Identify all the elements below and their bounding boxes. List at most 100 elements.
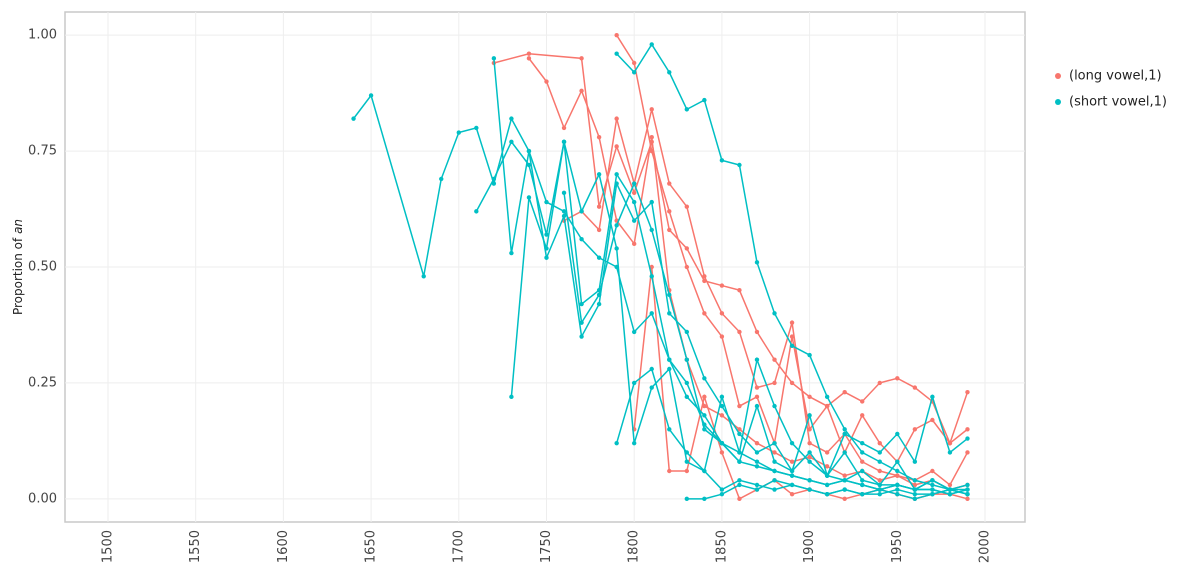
point: [824, 473, 830, 478]
point: [684, 496, 690, 502]
point: [649, 274, 654, 279]
point: [474, 209, 479, 214]
point: [702, 468, 707, 474]
point: [737, 431, 742, 437]
point: [509, 116, 514, 121]
point: [754, 440, 760, 446]
y-axis-label: Proportion of an: [11, 219, 25, 315]
point: [895, 459, 900, 464]
point: [930, 478, 935, 483]
point: [702, 496, 707, 502]
point: [631, 70, 637, 75]
point: [789, 343, 795, 349]
point: [754, 464, 760, 469]
point: [684, 204, 690, 209]
point: [930, 417, 935, 423]
x-tick-label: 1950: [890, 530, 905, 563]
point: [789, 380, 795, 386]
y-axis-label-emphasis: an: [11, 219, 25, 234]
trace-line: [493, 58, 968, 495]
point: [877, 450, 882, 455]
point: [772, 487, 777, 492]
point: [754, 482, 760, 488]
point: [596, 227, 602, 233]
point: [877, 440, 882, 446]
point: [509, 250, 514, 256]
point: [702, 97, 707, 103]
point: [719, 158, 725, 163]
point: [842, 487, 847, 492]
point: [965, 482, 970, 488]
point: [561, 139, 567, 145]
point: [631, 199, 637, 205]
point: [614, 246, 619, 251]
point: [579, 209, 584, 214]
x-tick-label: 1700: [451, 530, 466, 563]
point: [544, 246, 549, 251]
point: [561, 209, 567, 214]
point: [895, 468, 900, 474]
trace-line: [616, 34, 968, 463]
point: [649, 366, 654, 372]
point: [947, 440, 953, 446]
point: [965, 450, 970, 455]
point: [772, 357, 777, 362]
x-tick-label: 1750: [539, 530, 554, 563]
point: [596, 255, 602, 260]
point: [860, 413, 865, 418]
point: [877, 380, 882, 386]
point: [789, 482, 795, 488]
point: [807, 459, 812, 464]
point: [860, 450, 865, 455]
point: [877, 459, 882, 464]
point: [895, 473, 900, 478]
point: [807, 454, 812, 460]
point: [649, 134, 654, 140]
point: [772, 403, 777, 409]
point: [895, 376, 900, 381]
point: [930, 482, 935, 488]
point: [807, 352, 812, 358]
point: [667, 227, 672, 233]
point: [684, 459, 690, 464]
point: [842, 473, 847, 478]
point: [754, 260, 760, 265]
point: [860, 482, 865, 488]
point: [737, 329, 742, 335]
point: [719, 283, 725, 288]
point: [667, 357, 672, 362]
point: [702, 311, 707, 316]
x-tick-label: 1500: [100, 530, 115, 563]
point: [614, 144, 619, 149]
trace-line: [563, 181, 968, 478]
point: [737, 459, 742, 464]
point: [947, 487, 953, 492]
x-tick-label: 1600: [276, 530, 291, 563]
point: [824, 450, 830, 455]
point: [579, 334, 584, 339]
point: [737, 403, 742, 409]
point: [842, 478, 847, 483]
point: [702, 427, 707, 432]
point: [842, 450, 847, 455]
point: [807, 394, 812, 400]
point: [579, 236, 584, 242]
point: [912, 491, 918, 497]
point: [351, 116, 356, 121]
point: [947, 482, 953, 488]
point: [561, 190, 567, 196]
point: [754, 394, 760, 400]
point: [614, 51, 619, 56]
point: [509, 394, 514, 400]
point: [649, 311, 654, 316]
point: [491, 56, 497, 61]
point: [719, 487, 725, 492]
point: [930, 491, 935, 497]
point: [965, 427, 970, 432]
y-tick-label: 1.00: [28, 28, 57, 43]
point: [456, 130, 461, 135]
point: [737, 162, 742, 168]
trace-line: [528, 57, 968, 491]
point: [702, 376, 707, 381]
point: [684, 357, 690, 362]
